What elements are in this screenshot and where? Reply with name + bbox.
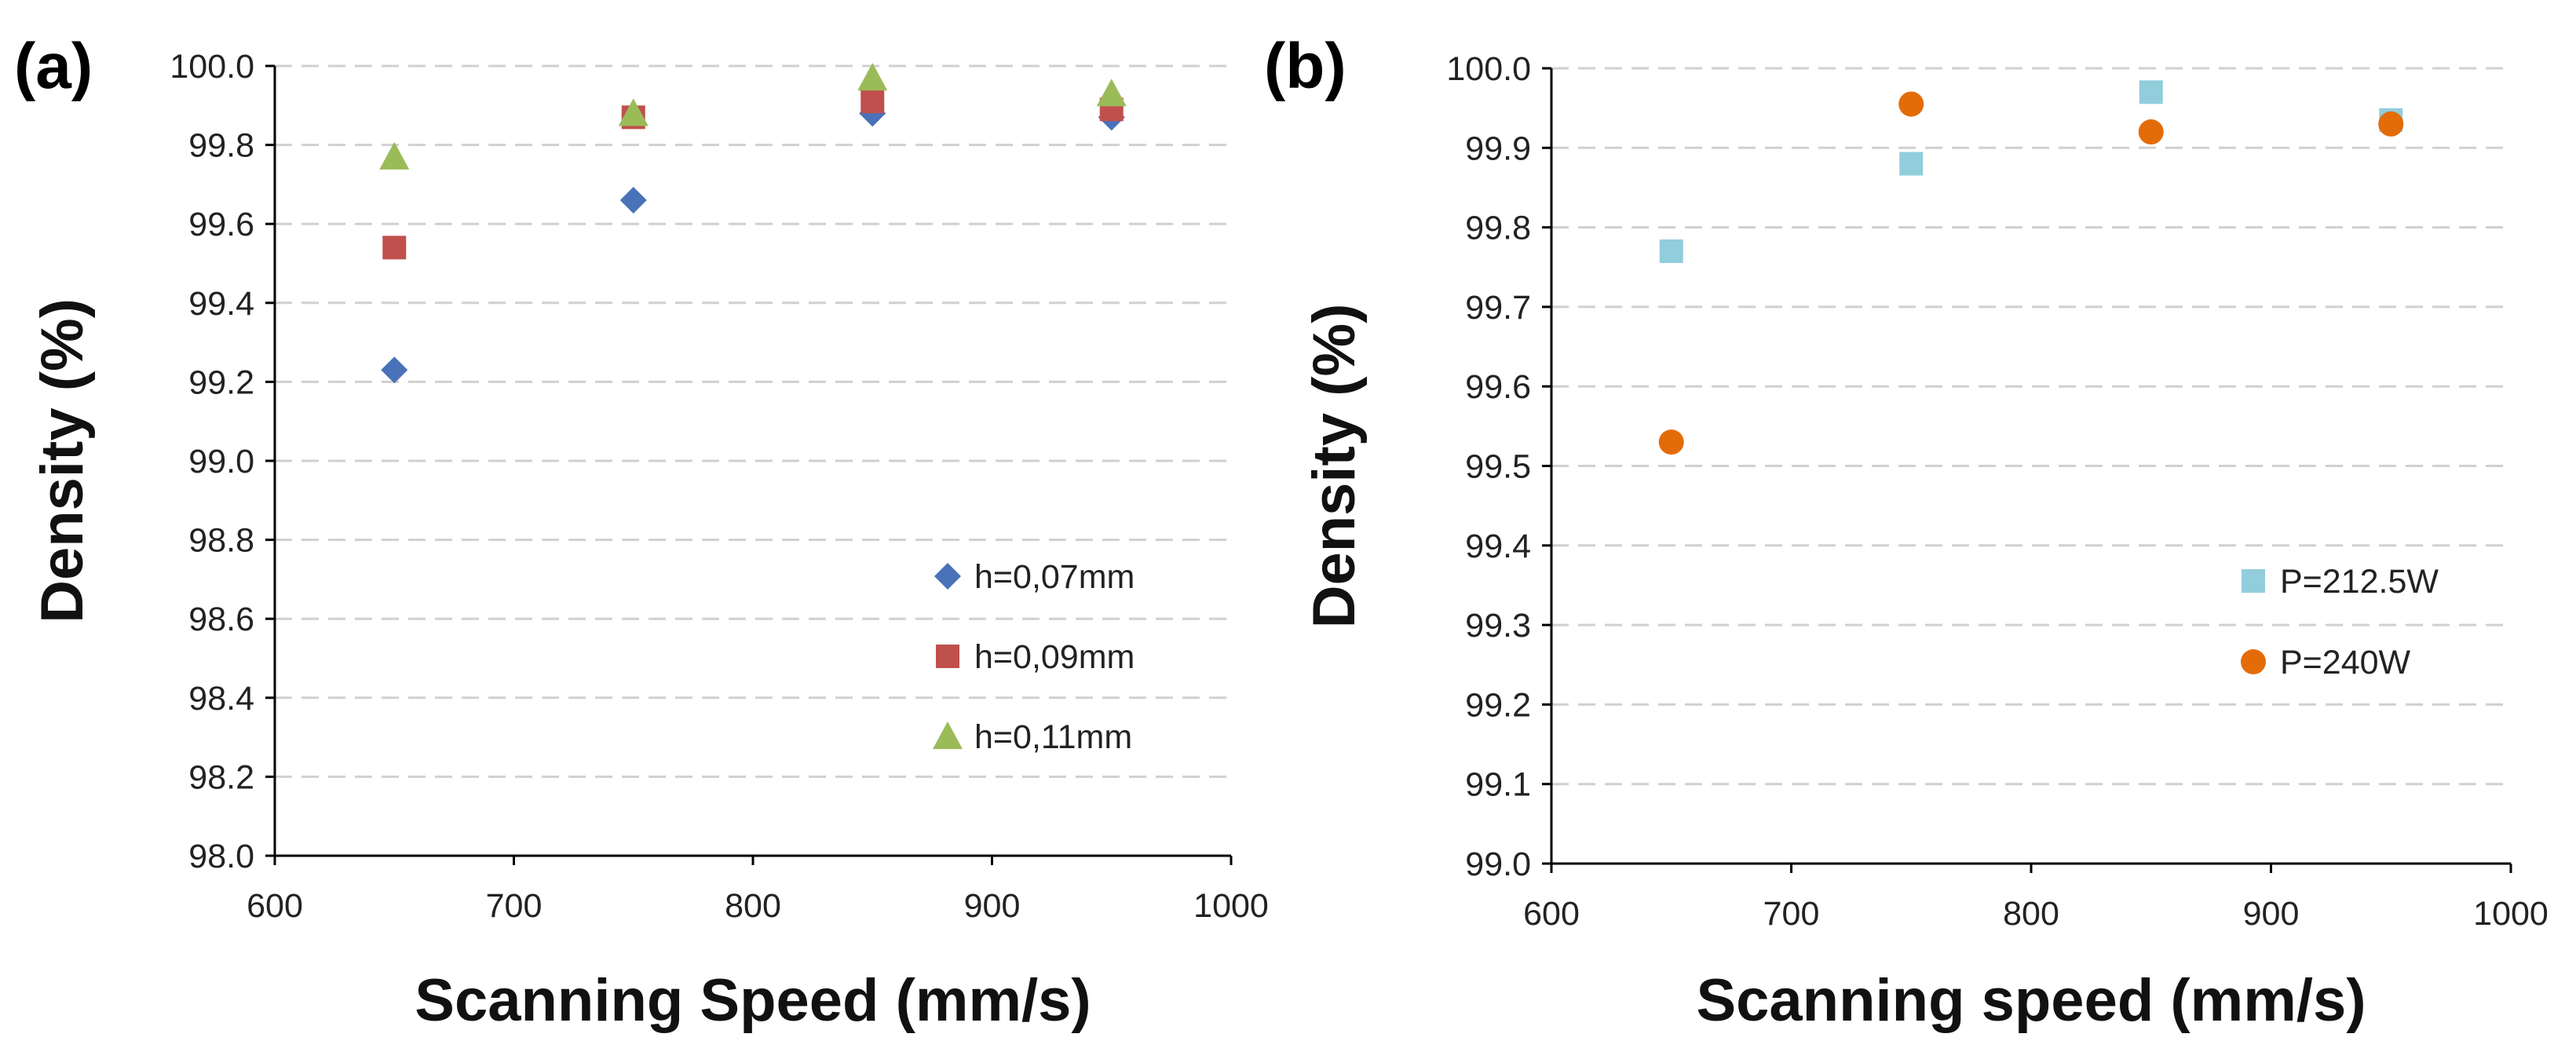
series-square [382, 89, 1124, 260]
legend-label: P=240W [2280, 644, 2411, 681]
y-tick-label: 98.0 [188, 838, 254, 875]
legend-marker [2241, 649, 2266, 674]
data-point [382, 236, 407, 260]
legend: h=0,07mm h=0,09mm h=0,11mm [933, 558, 1135, 756]
panel-label: (a) [14, 31, 93, 102]
y-tick-label: 98.4 [188, 680, 254, 718]
y-tick-label: 98.6 [188, 601, 254, 638]
data-point [381, 356, 408, 384]
y-tick-label: 100.0 [170, 48, 254, 86]
x-tick-label: 900 [964, 887, 1021, 925]
y-tick-label: 99.1 [1465, 766, 1531, 804]
y-tick-label: 99.4 [188, 285, 254, 323]
data-point [1658, 429, 1684, 455]
data-point [2139, 80, 2163, 104]
x-tick-label: 700 [486, 887, 543, 925]
y-tick-label: 98.2 [188, 758, 254, 796]
x-tick-label: 800 [2003, 895, 2059, 933]
legend-label: h=0,11mm [974, 718, 1132, 756]
data-point [860, 89, 885, 114]
y-axis-title: Density (%) [1301, 304, 1368, 629]
y-tick-label: 99.3 [1465, 607, 1531, 645]
data-point [618, 98, 649, 126]
panel-label: (b) [1264, 31, 1346, 102]
y-tick-label: 99.8 [1465, 210, 1531, 247]
data-point [1898, 91, 1924, 117]
data-point [1899, 152, 1924, 176]
data-point [619, 187, 647, 214]
legend-label: P=212.5W [2280, 563, 2439, 601]
chart-panel-a: 98.0 98.2 98.4 98.6 98.8 99.0 99.2 99.4 99.6 99.8… [14, 31, 1269, 1034]
y-tick-label: 98.8 [188, 522, 254, 560]
y-tick-label: 100.0 [1446, 50, 1531, 88]
y-tick-label: 99.0 [188, 443, 254, 480]
legend-marker [2242, 569, 2265, 593]
y-axis-title: Density (%) [29, 298, 96, 623]
legend: P=212.5W P=240W [2241, 563, 2439, 681]
legend-marker [933, 721, 963, 750]
x-tick-label: 800 [725, 887, 781, 925]
y-tick-label: 99.9 [1465, 130, 1531, 167]
legend-marker [934, 563, 961, 590]
y-tick-label: 99.2 [1465, 686, 1531, 724]
data-point [1096, 79, 1127, 107]
data-point [857, 63, 888, 91]
y-tick-label: 99.2 [188, 363, 254, 401]
y-tick-label: 99.8 [188, 127, 254, 165]
x-tick-label: 1000 [1193, 887, 1269, 925]
data-point [2378, 111, 2404, 137]
x-tick-label: 600 [247, 887, 303, 925]
x-tick-label: 700 [1763, 895, 1820, 933]
y-tick-label: 99.4 [1465, 528, 1531, 565]
x-axis-title: Scanning Speed (mm/s) [415, 967, 1091, 1034]
y-tick-label: 99.6 [1465, 368, 1531, 406]
series-triangle [379, 63, 1127, 170]
x-tick-label: 900 [2243, 895, 2300, 933]
series-square [1659, 80, 2403, 263]
legend-marker [936, 645, 959, 668]
data-point [379, 141, 410, 170]
data-point [2138, 119, 2164, 145]
x-tick-label: 1000 [2473, 895, 2549, 933]
y-tick-label: 99.5 [1465, 448, 1531, 486]
series-diamond [381, 100, 1125, 384]
legend-label: h=0,07mm [974, 558, 1135, 596]
data-point [1659, 239, 1683, 263]
legend-label: h=0,09mm [974, 638, 1135, 676]
chart-panel-b: 99.0 99.1 99.2 99.3 99.4 99.5 99.6 99.7 99.8 99.9… [1264, 31, 2549, 1034]
y-tick-label: 99.7 [1465, 289, 1531, 327]
x-tick-label: 600 [1523, 895, 1580, 933]
series-circle [1658, 91, 2404, 455]
y-tick-label: 99.0 [1465, 846, 1531, 883]
y-tick-label: 99.6 [188, 206, 254, 243]
x-axis-title: Scanning speed (mm/s) [1696, 967, 2366, 1034]
